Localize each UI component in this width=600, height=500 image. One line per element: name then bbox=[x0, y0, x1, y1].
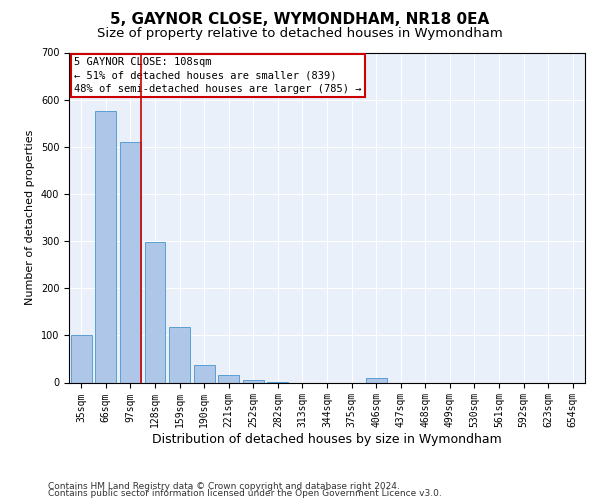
Bar bbox=[145, 242, 166, 382]
Bar bbox=[365, 378, 386, 382]
Bar bbox=[71, 336, 92, 382]
Bar bbox=[243, 380, 264, 382]
Bar bbox=[95, 112, 116, 382]
Y-axis label: Number of detached properties: Number of detached properties bbox=[25, 130, 35, 305]
Text: Size of property relative to detached houses in Wymondham: Size of property relative to detached ho… bbox=[97, 28, 503, 40]
Text: Contains HM Land Registry data © Crown copyright and database right 2024.: Contains HM Land Registry data © Crown c… bbox=[48, 482, 400, 491]
Bar bbox=[194, 365, 215, 382]
X-axis label: Distribution of detached houses by size in Wymondham: Distribution of detached houses by size … bbox=[152, 433, 502, 446]
Text: 5 GAYNOR CLOSE: 108sqm
← 51% of detached houses are smaller (839)
48% of semi-de: 5 GAYNOR CLOSE: 108sqm ← 51% of detached… bbox=[74, 58, 362, 94]
Bar bbox=[120, 142, 141, 382]
Bar bbox=[218, 375, 239, 382]
Text: 5, GAYNOR CLOSE, WYMONDHAM, NR18 0EA: 5, GAYNOR CLOSE, WYMONDHAM, NR18 0EA bbox=[110, 12, 490, 28]
Bar bbox=[169, 327, 190, 382]
Text: Contains public sector information licensed under the Open Government Licence v3: Contains public sector information licen… bbox=[48, 490, 442, 498]
